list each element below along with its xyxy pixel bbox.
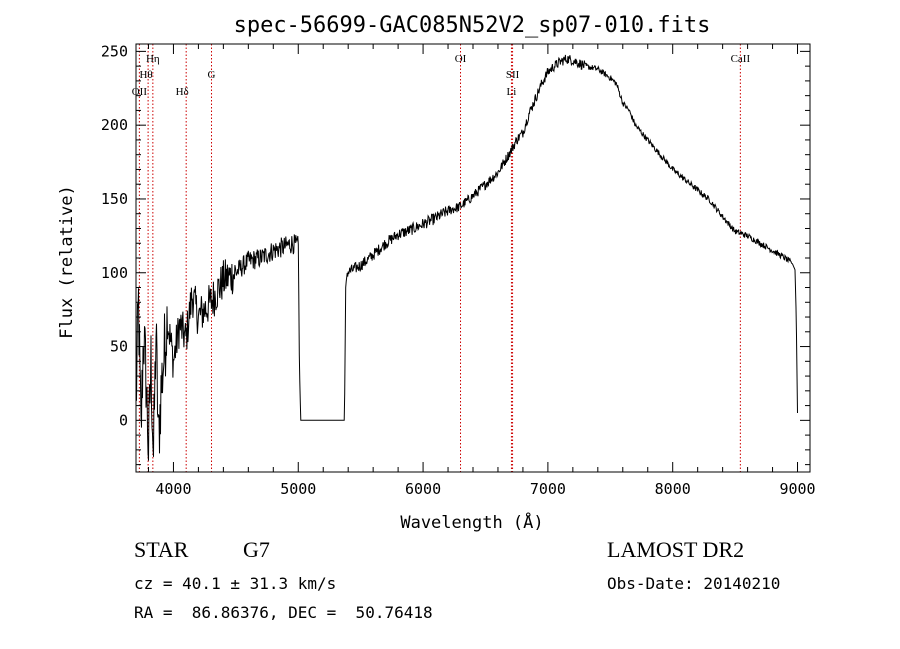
x-tick-label: 7000 bbox=[530, 480, 566, 498]
x-tick-label: 6000 bbox=[405, 480, 441, 498]
spectrum-line bbox=[135, 54, 798, 461]
redshift-velocity: cz = 40.1 ± 31.3 km/s bbox=[134, 574, 337, 593]
y-tick-label: 50 bbox=[110, 338, 128, 356]
line-marker-label: Hθ bbox=[139, 69, 152, 81]
x-tick-label: 9000 bbox=[779, 480, 815, 498]
y-tick-label: 150 bbox=[101, 190, 128, 208]
line-marker-label: Hη bbox=[146, 53, 160, 65]
y-tick-label: 250 bbox=[101, 42, 128, 60]
plot-frame bbox=[135, 43, 811, 473]
y-tick-label: 200 bbox=[101, 116, 128, 134]
x-tick-label: 5000 bbox=[280, 480, 316, 498]
line-marker-label: OI bbox=[455, 53, 467, 65]
x-tick-label: 8000 bbox=[655, 480, 691, 498]
x-tick-label: 4000 bbox=[155, 480, 191, 498]
y-tick-label: 100 bbox=[101, 264, 128, 282]
spectral-line-markers: OII Hθ Hη Hδ G OI Li SII CaII bbox=[132, 44, 751, 472]
line-marker-label: Hδ bbox=[176, 86, 189, 98]
line-marker-label: OII bbox=[132, 86, 148, 98]
survey-label: LAMOST DR2 bbox=[607, 537, 745, 562]
object-class: STAR bbox=[134, 537, 189, 562]
chart-title: spec-56699-GAC085N52V2_sp07-010.fits bbox=[234, 13, 711, 38]
y-axis-label: Flux (relative) bbox=[57, 185, 77, 339]
line-marker-label: G bbox=[208, 69, 216, 81]
axes: 4000 5000 6000 7000 8000 9000 0 50 100 150 200 250 bbox=[101, 42, 816, 498]
observation-date: Obs-Date: 20140210 bbox=[607, 574, 781, 593]
object-subclass: G7 bbox=[243, 537, 270, 562]
sky-coordinates: RA = 86.86376, DEC = 50.76418 bbox=[134, 603, 433, 622]
x-axis-label: Wavelength (Å) bbox=[400, 511, 543, 533]
line-marker-label: Li bbox=[507, 86, 517, 98]
spectrum-series bbox=[135, 54, 798, 461]
y-tick-label: 0 bbox=[119, 411, 128, 429]
line-marker-label: CaII bbox=[731, 53, 751, 65]
line-marker-label: SII bbox=[506, 69, 520, 81]
